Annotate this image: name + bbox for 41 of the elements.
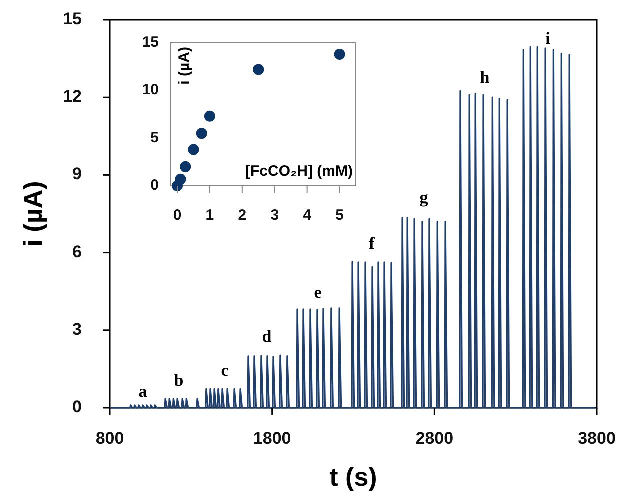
- annotation: a: [138, 382, 148, 401]
- annotation: d: [262, 326, 272, 346]
- y-tick-label: 3: [72, 320, 82, 339]
- line-series: [110, 46, 596, 409]
- annotation: i: [546, 28, 551, 48]
- y-tick-label: 5: [150, 129, 159, 146]
- point: [253, 64, 264, 76]
- x-tick-label: 5: [336, 207, 344, 224]
- x-tick-label: 0: [173, 207, 182, 224]
- point: [180, 161, 192, 172]
- point: [196, 128, 208, 140]
- y-tick-label: 12: [63, 87, 82, 106]
- x-tick-label: 1800: [253, 429, 292, 448]
- x-axis-title: [FcCO₂H] (mM): [246, 163, 354, 180]
- x-tick-label: 4: [303, 207, 312, 224]
- y-axis-title: i (µA): [18, 181, 48, 247]
- point: [204, 110, 216, 122]
- point: [175, 174, 186, 185]
- x-axis-title: t (s): [330, 462, 378, 492]
- x-tick-label: 800: [96, 429, 124, 448]
- point: [334, 48, 346, 60]
- x-tick-label: 2: [238, 207, 247, 224]
- annotation: f: [369, 234, 376, 253]
- x-tick-label: 3800: [578, 429, 616, 448]
- x-tick-label: 2800: [416, 429, 454, 448]
- y-tick-label: 10: [142, 82, 159, 99]
- annotation: e: [314, 282, 322, 302]
- annotation: h: [480, 68, 490, 87]
- annotation: b: [174, 370, 184, 390]
- x-tick-label: 3: [270, 207, 280, 224]
- point: [188, 144, 200, 156]
- x-tick-label: 1: [206, 207, 214, 224]
- y-tick-label: 0: [72, 397, 82, 416]
- y-tick-label: 15: [63, 9, 82, 28]
- y-tick-label: 15: [142, 34, 159, 51]
- annotation: c: [221, 360, 230, 380]
- annotation: g: [420, 188, 429, 207]
- y-axis-title: i (µA): [176, 47, 193, 85]
- y-tick-label: 9: [72, 164, 82, 184]
- y-tick-label: 0: [150, 176, 159, 194]
- y-tick-label: 6: [72, 242, 82, 262]
